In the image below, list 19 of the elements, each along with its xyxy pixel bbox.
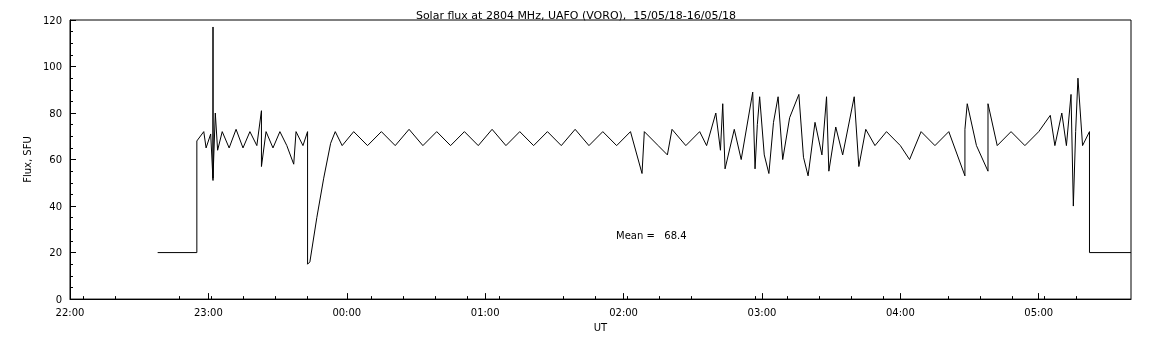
x-tick-label: 04:00 (885, 306, 915, 318)
x-tick-label: 03:00 (747, 306, 777, 318)
x-tick-label: 01:00 (470, 306, 500, 318)
y-tick-label: 80 (49, 107, 62, 119)
y-tick-label: 120 (42, 14, 62, 26)
x-axis-title: UT (593, 321, 609, 333)
chart-title: Solar flux at 2804 MHz, UAFO (VORO), 15/05/18-16/05/18 (415, 9, 737, 22)
x-tick-label: 23:00 (193, 306, 223, 318)
y-tick-label: 40 (49, 200, 62, 212)
y-tick-label: 100 (42, 61, 62, 73)
annotation: Mean = 68.4 (616, 229, 687, 241)
x-tick-label: 05:00 (1024, 306, 1054, 318)
y-tick-label: 20 (49, 247, 62, 259)
y-tick-label: 0 (55, 293, 62, 305)
x-tick-label: 02:00 (609, 306, 638, 318)
y-tick-label: 60 (49, 154, 62, 166)
x-tick-label: 00:00 (332, 306, 362, 318)
y-axis-title: Flux, SFU (21, 136, 33, 183)
x-tick-label: 22:00 (55, 306, 85, 318)
